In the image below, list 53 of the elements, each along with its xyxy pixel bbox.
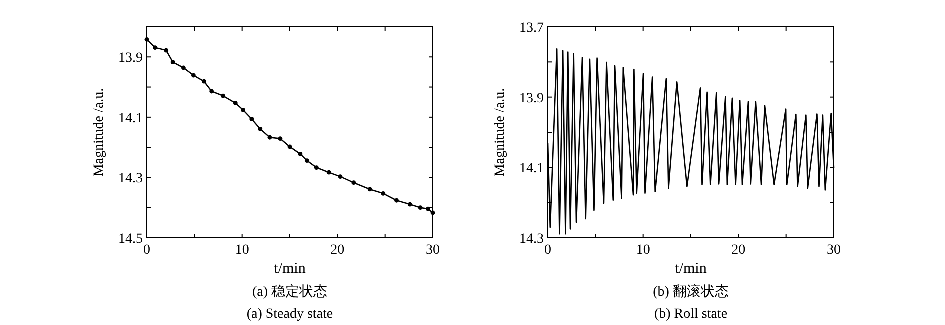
point bbox=[381, 191, 386, 196]
point bbox=[288, 144, 292, 150]
x-tick-label: 0 bbox=[544, 243, 552, 258]
point bbox=[258, 126, 263, 132]
x-tick-label: 20 bbox=[732, 243, 746, 258]
point bbox=[250, 117, 254, 122]
x-axis-title: t/min bbox=[274, 261, 306, 277]
point bbox=[430, 210, 436, 216]
y-tick-label: 13.7 bbox=[520, 21, 544, 36]
point bbox=[153, 46, 158, 50]
point bbox=[182, 66, 186, 70]
point bbox=[394, 198, 399, 203]
point bbox=[192, 73, 196, 78]
x-tick-label: 10 bbox=[636, 243, 650, 258]
text: (a) 稳定状态 bbox=[252, 284, 328, 300]
text: (a) Steady state bbox=[246, 307, 334, 322]
y-axis-title: Magnitude /a.u. bbox=[493, 88, 508, 177]
y-tick-label: 14.3 bbox=[118, 172, 143, 187]
point bbox=[202, 79, 206, 84]
point bbox=[210, 89, 214, 94]
point bbox=[268, 135, 272, 140]
x-tick-label: 20 bbox=[330, 243, 345, 258]
y-tick-label: 13.9 bbox=[520, 91, 544, 106]
y-tick-label: 14.1 bbox=[118, 111, 143, 126]
x-tick-label: 10 bbox=[235, 243, 250, 258]
x-axis-title: t/min bbox=[675, 261, 708, 277]
point bbox=[278, 136, 283, 142]
y-tick-label: 14.3 bbox=[520, 232, 544, 247]
x-tick-label: 30 bbox=[426, 243, 440, 258]
point bbox=[418, 206, 423, 210]
point bbox=[408, 202, 412, 207]
point bbox=[338, 174, 343, 180]
point bbox=[298, 152, 303, 156]
text: (b) 翻滚状态 bbox=[653, 284, 729, 300]
point bbox=[314, 166, 319, 170]
x-tick-label: 30 bbox=[827, 243, 841, 258]
point bbox=[164, 48, 169, 53]
y-tick-label: 14.5 bbox=[118, 232, 143, 247]
point bbox=[352, 180, 356, 186]
x-tick-label: 0 bbox=[144, 243, 150, 258]
point bbox=[241, 108, 246, 112]
text: (b) Roll state bbox=[654, 307, 728, 322]
y-tick-label: 14.1 bbox=[520, 162, 544, 177]
point bbox=[233, 101, 238, 106]
point bbox=[368, 187, 372, 192]
point bbox=[221, 94, 226, 98]
y-axis-title: Magnitude /a.u. bbox=[92, 88, 107, 177]
point bbox=[144, 37, 150, 42]
point bbox=[426, 206, 430, 212]
point bbox=[170, 60, 176, 64]
y-tick-label: 13.9 bbox=[118, 51, 143, 66]
point bbox=[304, 158, 310, 164]
point bbox=[326, 170, 332, 175]
